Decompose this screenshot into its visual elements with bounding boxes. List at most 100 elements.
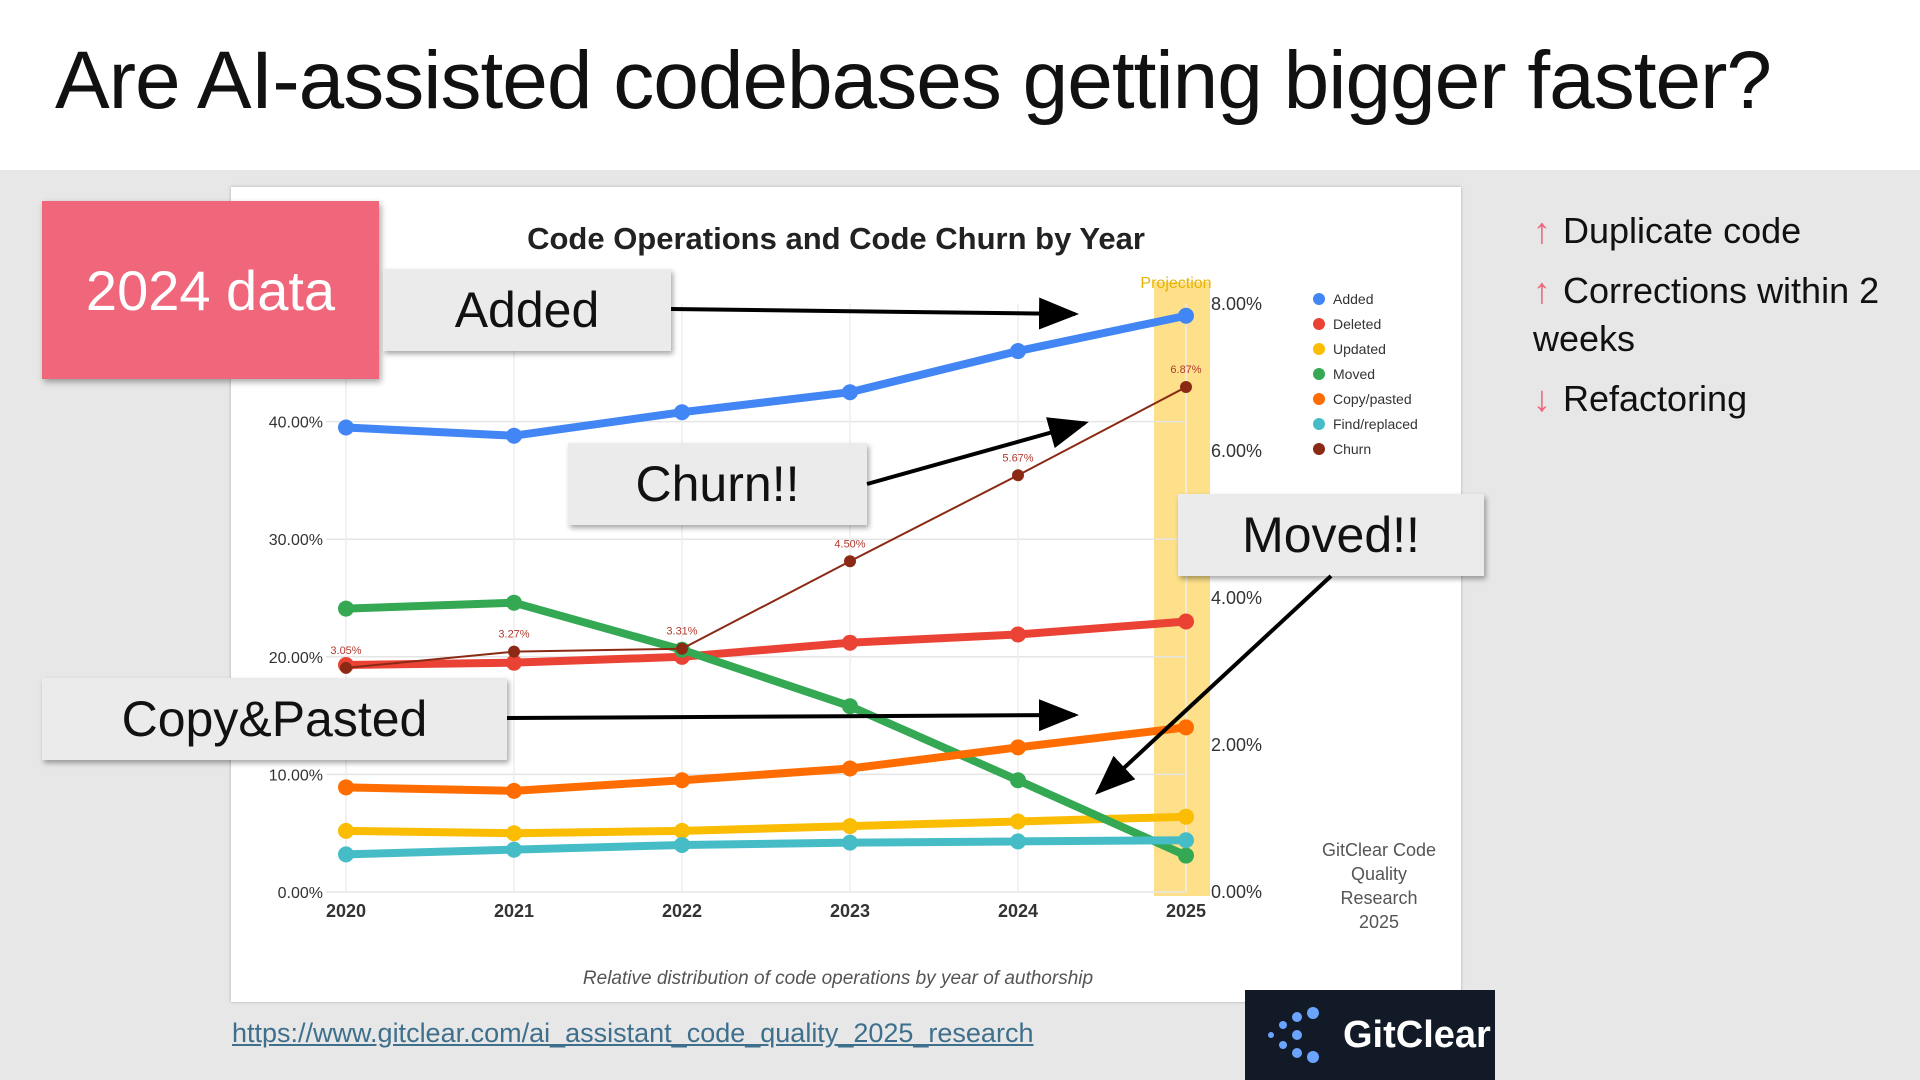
line-chart: Projection 0.00% 10.00% 20.00% 30.00% 40.00% 0… [269, 221, 1436, 989]
callout-added: Added [383, 269, 671, 351]
legend-label: Updated [1333, 341, 1386, 357]
callout-churn: Churn!! [568, 443, 867, 525]
series-line-copy-pasted [342, 723, 1190, 795]
data-label-churn: 3.05% [330, 645, 361, 657]
data-point-churn [1012, 469, 1024, 482]
data-point-find-replaced [842, 834, 858, 851]
series-line-updated [342, 812, 1190, 838]
callout-moved: Moved!! [1178, 494, 1484, 576]
legend-label: Deleted [1333, 316, 1381, 332]
data-point-moved [506, 594, 522, 611]
x-tick-label: 2023 [830, 901, 870, 921]
logo-text: GitClear [1343, 1013, 1491, 1056]
legend-marker [1313, 318, 1325, 330]
y-tick-label-right: 4.00% [1211, 588, 1262, 608]
data-point-churn [340, 661, 352, 674]
data-label-churn: 3.31% [666, 626, 697, 638]
data-point-copy-pasted [1178, 719, 1194, 736]
series-line-churn [345, 386, 1187, 669]
data-point-copy-pasted [842, 760, 858, 777]
series-line-deleted [342, 617, 1190, 670]
data-point-copy-pasted [1010, 739, 1026, 756]
data-point-added [1010, 343, 1026, 360]
data-point-find-replaced [506, 841, 522, 858]
data-point-added [506, 427, 522, 444]
bullet-corrections: ↑ Corrections within 2 weeks [1533, 270, 1880, 359]
x-tick-label: 2025 [1166, 901, 1206, 921]
data-point-churn [844, 555, 856, 568]
data-point-moved [842, 698, 858, 715]
data-point-updated [674, 822, 690, 839]
data-point-updated [842, 818, 858, 835]
chart-watermark: GitClear Code Quality Research 2025 [1322, 840, 1436, 932]
down-arrow-icon: ↓ [1533, 378, 1551, 419]
data-point-churn [676, 642, 688, 655]
data-point-added [1178, 307, 1194, 324]
legend-label: Copy/pasted [1333, 391, 1412, 407]
x-tick-label: 2021 [494, 901, 534, 921]
data-label-churn: 3.27% [498, 629, 529, 641]
y-tick-label-left: 40.00% [269, 415, 323, 432]
x-tick-label: 2020 [326, 901, 366, 921]
gitclear-logo-icon [1268, 1007, 1319, 1063]
legend-marker [1313, 443, 1325, 455]
y-tick-label-left: 20.00% [269, 650, 323, 667]
legend-marker [1313, 293, 1325, 305]
x-axis-label: Relative distribution of code operations… [583, 968, 1093, 989]
bullet-list: ↑ Duplicate code ↑ Corrections within 2 we… [1533, 207, 1903, 435]
data-point-deleted [1010, 626, 1026, 643]
data-point-find-replaced [1178, 832, 1194, 849]
series-line-find-replaced [342, 836, 1190, 859]
data-point-churn [1180, 381, 1192, 394]
series-line-moved [342, 598, 1190, 860]
data-point-copy-pasted [506, 782, 522, 799]
y-tick-label-right: 2.00% [1211, 735, 1262, 755]
legend-marker [1313, 393, 1325, 405]
data-point-updated [1178, 808, 1194, 825]
x-tick-label: 2022 [662, 901, 702, 921]
data-point-updated [1010, 813, 1026, 830]
title-bar [0, 0, 1920, 170]
data-point-find-replaced [674, 836, 690, 853]
y-tick-label-left: 0.00% [278, 885, 323, 902]
legend-marker [1313, 418, 1325, 430]
series-line-added [342, 311, 1190, 440]
slide-title: Are AI-assisted codebases getting bigger… [55, 35, 1772, 126]
source-link[interactable]: https://www.gitclear.com/ai_assistant_co… [232, 1018, 1034, 1048]
data-point-moved [1178, 847, 1194, 864]
data-point-churn [508, 645, 520, 658]
data-point-added [674, 404, 690, 421]
data-point-deleted [1178, 613, 1194, 630]
y-tick-label-left: 10.00% [269, 767, 323, 784]
bullet-refactoring: ↓ Refactoring [1533, 378, 1748, 419]
legend-marker [1313, 368, 1325, 380]
legend-label: Churn [1333, 441, 1371, 457]
up-arrow-icon: ↑ [1533, 270, 1551, 311]
y-tick-label-right: 6.00% [1211, 441, 1262, 461]
y-tick-label-right: 8.00% [1211, 294, 1262, 314]
data-point-find-replaced [338, 846, 354, 863]
legend-label: Moved [1333, 366, 1375, 382]
data-point-added [338, 419, 354, 436]
x-tick-label: 2024 [998, 901, 1038, 921]
data-label-churn: 5.67% [1002, 452, 1033, 464]
data-point-deleted [842, 634, 858, 651]
data-point-find-replaced [1010, 833, 1026, 850]
chart-title: Code Operations and Code Churn by Year [527, 221, 1145, 256]
data-point-moved [1010, 772, 1026, 789]
callout-copy-pasted: Copy&Pasted [42, 678, 507, 760]
data-label-churn: 6.87% [1170, 364, 1201, 376]
y-tick-label-right: 0.00% [1211, 882, 1262, 902]
gitclear-logo: GitClear [1245, 990, 1495, 1080]
data-point-moved [338, 600, 354, 617]
data-point-added [842, 384, 858, 401]
legend-label: Find/replaced [1333, 416, 1418, 432]
data-label-churn: 4.50% [834, 538, 865, 550]
y-tick-label-left: 30.00% [269, 532, 323, 549]
legend-marker [1313, 343, 1325, 355]
data-point-copy-pasted [674, 772, 690, 789]
projection-label: Projection [1140, 275, 1211, 292]
up-arrow-icon: ↑ [1533, 210, 1551, 251]
data-point-updated [506, 825, 522, 842]
data-year-badge: 2024 data [42, 201, 379, 379]
